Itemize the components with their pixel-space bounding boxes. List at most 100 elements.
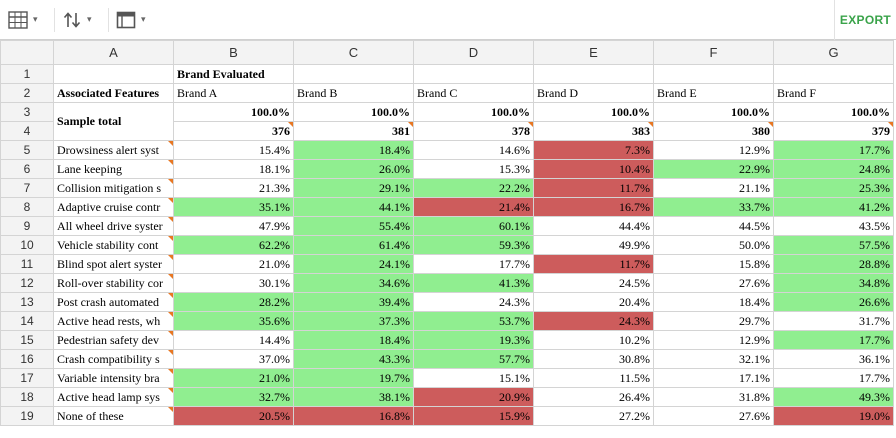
sample-total-label[interactable]: Sample total [53, 102, 174, 141]
column-header-a[interactable]: A [53, 40, 174, 65]
total-percent-cell[interactable]: 100.0% [653, 102, 774, 122]
value-cell[interactable]: 19.7% [293, 368, 414, 388]
value-cell[interactable]: 60.1% [413, 216, 534, 236]
row-header[interactable]: 12 [0, 273, 54, 293]
value-cell[interactable]: 17.7% [773, 140, 894, 160]
value-cell[interactable]: 49.3% [773, 387, 894, 407]
column-header-c[interactable]: C [293, 40, 414, 65]
row-header[interactable]: 17 [0, 368, 54, 388]
value-cell[interactable]: 11.7% [533, 254, 654, 274]
row-header[interactable]: 10 [0, 235, 54, 255]
row-header[interactable]: 2 [0, 83, 54, 103]
export-button[interactable]: EXPORT [834, 0, 896, 40]
value-cell[interactable]: 20.4% [533, 292, 654, 312]
value-cell[interactable]: 18.4% [293, 330, 414, 350]
sample-count-cell[interactable]: 378 [413, 121, 534, 141]
value-cell[interactable]: 36.1% [773, 349, 894, 369]
value-cell[interactable]: 7.3% [533, 140, 654, 160]
brand-label[interactable]: Brand A [173, 83, 294, 103]
value-cell[interactable]: 19.3% [413, 330, 534, 350]
value-cell[interactable]: 27.2% [533, 406, 654, 426]
column-header-d[interactable]: D [413, 40, 534, 65]
value-cell[interactable]: 15.9% [413, 406, 534, 426]
row-header[interactable]: 3 [0, 102, 54, 122]
cell[interactable] [653, 64, 774, 84]
select-all-corner[interactable] [0, 40, 54, 65]
value-cell[interactable]: 20.5% [173, 406, 294, 426]
sample-count-cell[interactable]: 380 [653, 121, 774, 141]
value-cell[interactable]: 28.8% [773, 254, 894, 274]
row-header[interactable]: 9 [0, 216, 54, 236]
value-cell[interactable]: 26.4% [533, 387, 654, 407]
value-cell[interactable]: 24.3% [533, 311, 654, 331]
value-cell[interactable]: 32.7% [173, 387, 294, 407]
value-cell[interactable]: 35.6% [173, 311, 294, 331]
cell[interactable] [53, 64, 174, 84]
value-cell[interactable]: 49.9% [533, 235, 654, 255]
value-cell[interactable]: 44.1% [293, 197, 414, 217]
row-header[interactable]: 18 [0, 387, 54, 407]
value-cell[interactable]: 31.8% [653, 387, 774, 407]
value-cell[interactable]: 18.1% [173, 159, 294, 179]
brand-evaluated-title[interactable]: Brand Evaluated [173, 64, 294, 84]
brand-label[interactable]: Brand B [293, 83, 414, 103]
feature-label-cell[interactable]: Pedestrian safety dev [53, 330, 174, 350]
value-cell[interactable]: 50.0% [653, 235, 774, 255]
cell[interactable] [773, 64, 894, 84]
value-cell[interactable]: 43.3% [293, 349, 414, 369]
total-percent-cell[interactable]: 100.0% [293, 102, 414, 122]
sample-count-cell[interactable]: 379 [773, 121, 894, 141]
value-cell[interactable]: 44.4% [533, 216, 654, 236]
value-cell[interactable]: 24.3% [413, 292, 534, 312]
sort-menu-button[interactable]: ▾ [62, 8, 92, 32]
value-cell[interactable]: 21.0% [173, 368, 294, 388]
column-header-g[interactable]: G [773, 40, 894, 65]
row-header[interactable]: 19 [0, 406, 54, 426]
feature-label-cell[interactable]: Drowsiness alert syst [53, 140, 174, 160]
brand-label[interactable]: Brand F [773, 83, 894, 103]
value-cell[interactable]: 21.1% [653, 178, 774, 198]
value-cell[interactable]: 12.9% [653, 140, 774, 160]
feature-label-cell[interactable]: Post crash automated [53, 292, 174, 312]
feature-label-cell[interactable]: Adaptive cruise contr [53, 197, 174, 217]
value-cell[interactable]: 29.1% [293, 178, 414, 198]
value-cell[interactable]: 30.8% [533, 349, 654, 369]
row-header[interactable]: 6 [0, 159, 54, 179]
value-cell[interactable]: 10.4% [533, 159, 654, 179]
row-header[interactable]: 4 [0, 121, 54, 141]
value-cell[interactable]: 31.7% [773, 311, 894, 331]
value-cell[interactable]: 61.4% [293, 235, 414, 255]
total-percent-cell[interactable]: 100.0% [413, 102, 534, 122]
value-cell[interactable]: 15.3% [413, 159, 534, 179]
value-cell[interactable]: 16.7% [533, 197, 654, 217]
row-header[interactable]: 8 [0, 197, 54, 217]
value-cell[interactable]: 11.5% [533, 368, 654, 388]
feature-label-cell[interactable]: Roll-over stability cor [53, 273, 174, 293]
feature-label-cell[interactable]: Variable intensity bra [53, 368, 174, 388]
value-cell[interactable]: 39.4% [293, 292, 414, 312]
value-cell[interactable]: 59.3% [413, 235, 534, 255]
value-cell[interactable]: 62.2% [173, 235, 294, 255]
value-cell[interactable]: 16.8% [293, 406, 414, 426]
value-cell[interactable]: 15.8% [653, 254, 774, 274]
value-cell[interactable]: 41.3% [413, 273, 534, 293]
value-cell[interactable]: 26.6% [773, 292, 894, 312]
column-header-b[interactable]: B [173, 40, 294, 65]
row-header[interactable]: 11 [0, 254, 54, 274]
value-cell[interactable]: 10.2% [533, 330, 654, 350]
value-cell[interactable]: 27.6% [653, 406, 774, 426]
cell[interactable] [413, 64, 534, 84]
value-cell[interactable]: 22.9% [653, 159, 774, 179]
value-cell[interactable]: 26.0% [293, 159, 414, 179]
value-cell[interactable]: 24.5% [533, 273, 654, 293]
sample-count-cell[interactable]: 383 [533, 121, 654, 141]
value-cell[interactable]: 17.7% [773, 368, 894, 388]
value-cell[interactable]: 38.1% [293, 387, 414, 407]
column-header-f[interactable]: F [653, 40, 774, 65]
value-cell[interactable]: 12.9% [653, 330, 774, 350]
value-cell[interactable]: 41.2% [773, 197, 894, 217]
feature-label-cell[interactable]: Crash compatibility s [53, 349, 174, 369]
brand-label[interactable]: Brand E [653, 83, 774, 103]
value-cell[interactable]: 47.9% [173, 216, 294, 236]
feature-label-cell[interactable]: Collision mitigation s [53, 178, 174, 198]
